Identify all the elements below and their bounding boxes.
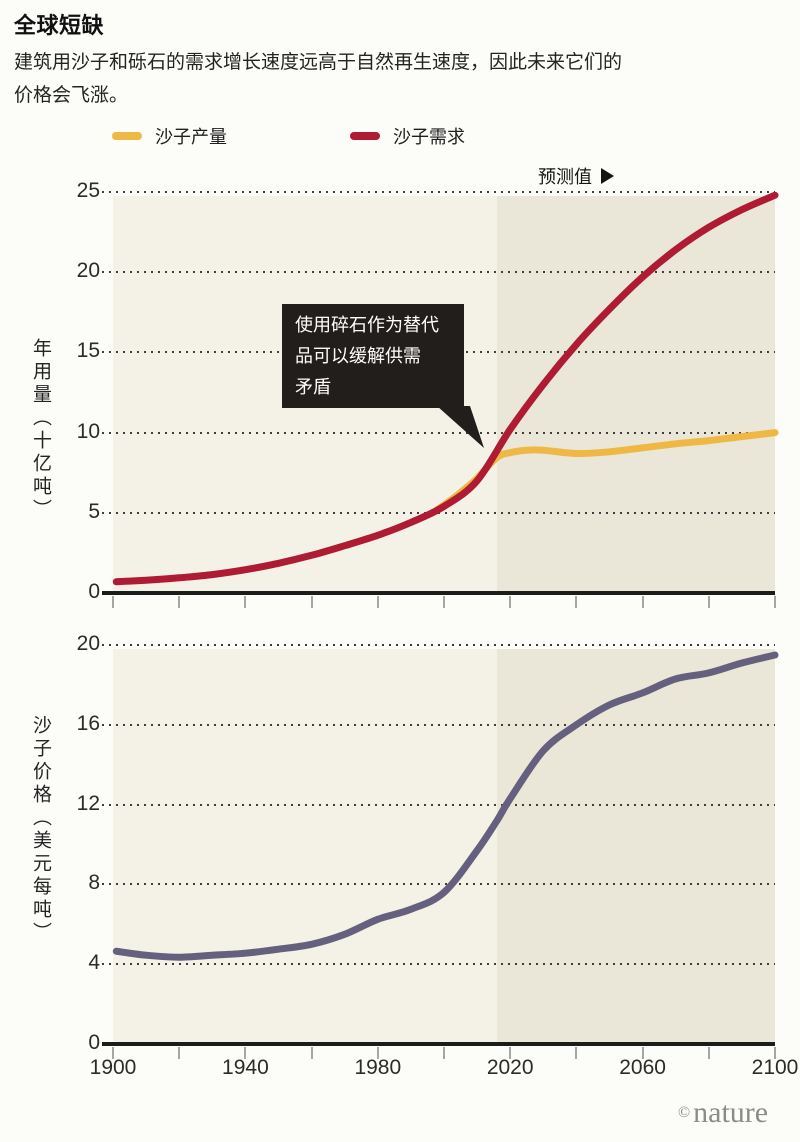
demand-line-swatch [350, 132, 380, 140]
price-line [112, 651, 779, 961]
subtitle-line-2: 价格会飞涨。 [14, 85, 129, 106]
axis-tick [575, 1047, 578, 1059]
legend-label-demand: 沙子需求 [393, 127, 465, 147]
y-tick-label: 0 [88, 1031, 100, 1054]
axis-tick [443, 596, 445, 608]
axis-tick [112, 1047, 114, 1059]
axis-tick [310, 596, 313, 608]
subtitle-line-1: 建筑用沙子和砾石的需求增长速度远高于自然再生速度，因此未来它们的 [14, 52, 623, 73]
axis-tick [244, 1047, 247, 1059]
watermark-name: nature [693, 1096, 769, 1129]
gridline [102, 271, 775, 274]
annotation-callout: 使用碎石作为替代 品可以缓解供需 矛盾 [282, 304, 464, 408]
axis-tick [112, 596, 114, 608]
y-tick-label: 15 [76, 339, 100, 363]
axis-tick [641, 1047, 644, 1059]
forecast-region [496, 196, 775, 593]
axis-tick [774, 1047, 776, 1059]
y-tick-label: 16 [76, 711, 100, 735]
forecast-arrow-icon [601, 168, 614, 184]
usage-axis-title: 年用量（十亿吨） [30, 338, 51, 522]
y-tick-label: 10 [76, 419, 100, 443]
axis-tick [443, 1047, 445, 1059]
price-chart-svg [112, 651, 779, 961]
annotation-pointer [437, 406, 484, 448]
forecast-region [496, 649, 775, 1044]
x-tick-label: 2020 [486, 1056, 534, 1079]
x-tick-label: 1980 [354, 1056, 402, 1079]
forecast-label: 预测值 [538, 163, 614, 189]
copyright-symbol: © [678, 1104, 691, 1121]
axis-tick [707, 596, 710, 608]
x-tick-label: 1900 [89, 1056, 137, 1079]
nature-watermark: © nature [678, 1096, 768, 1130]
legend-label-production: 沙子产量 [155, 127, 227, 147]
gridline [102, 883, 775, 886]
axis-tick [575, 596, 578, 608]
gridline [102, 191, 775, 193]
demand-line [112, 191, 779, 586]
figure-subtitle: 建筑用沙子和砾石的需求增长速度远高于自然再生速度，因此未来它们的 价格会飞涨。 [14, 46, 622, 112]
price-axis-title: 沙子价格（美元每吨） [30, 715, 51, 945]
y-tick-label: 0 [88, 580, 100, 603]
axis-tick [376, 596, 379, 608]
x-tick-label: 1940 [222, 1056, 269, 1079]
gridline [102, 803, 775, 806]
x-tick-label: 2100 [751, 1056, 799, 1079]
x-tick-label: 2060 [619, 1056, 666, 1079]
production-line-swatch [112, 132, 142, 140]
y-tick-label: 8 [88, 871, 100, 895]
forecast-label-text: 预测值 [538, 167, 592, 187]
usage-chart-svg [112, 191, 779, 586]
legend-item-demand: 沙子需求 [350, 126, 465, 147]
axis-tick [178, 596, 181, 608]
y-tick-label: 12 [76, 791, 100, 815]
gridline [102, 723, 775, 726]
x-axis [102, 591, 775, 595]
gridline [102, 431, 775, 434]
axis-tick [310, 1047, 313, 1059]
annotation-line-1: 使用碎石作为替代 [295, 315, 439, 335]
axis-tick [509, 1047, 512, 1059]
plot-area [113, 649, 497, 1044]
figure-title: 全球短缺 [14, 13, 105, 38]
x-axis [102, 1042, 775, 1046]
y-tick-label: 20 [76, 632, 100, 655]
y-tick-label: 20 [76, 259, 100, 283]
axis-tick [244, 596, 247, 608]
axis-tick [641, 596, 644, 608]
axis-tick [774, 596, 776, 608]
annotation-line-3: 矛盾 [295, 377, 331, 397]
y-tick-label: 4 [88, 951, 100, 975]
y-tick-label: 5 [88, 499, 100, 523]
gridline [102, 963, 775, 966]
axis-tick [376, 1047, 379, 1059]
gridline [102, 644, 775, 646]
axis-tick [178, 1047, 181, 1059]
axis-tick [707, 1047, 710, 1059]
legend-item-production: 沙子产量 [112, 126, 227, 147]
annotation-line-2: 品可以缓解供需 [295, 346, 421, 366]
y-tick-label: 25 [76, 179, 100, 202]
axis-tick [509, 596, 512, 608]
